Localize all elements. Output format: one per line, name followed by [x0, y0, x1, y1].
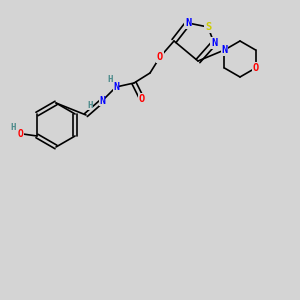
Text: N: N [221, 45, 227, 55]
Text: O: O [18, 129, 24, 139]
Text: H: H [87, 100, 93, 109]
Text: O: O [157, 52, 163, 62]
Text: O: O [253, 63, 259, 73]
Text: H: H [10, 124, 16, 133]
Text: S: S [205, 22, 211, 32]
Text: H: H [107, 74, 113, 83]
Text: N: N [113, 82, 119, 92]
Text: N: N [99, 96, 105, 106]
Text: N: N [211, 38, 217, 48]
Text: N: N [185, 18, 191, 28]
Text: O: O [139, 94, 145, 104]
